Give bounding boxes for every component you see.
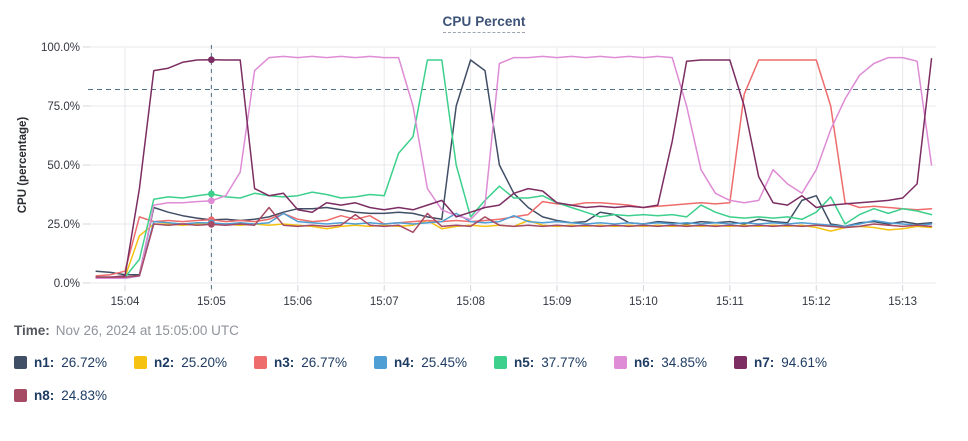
legend: n1: 26.72% n2: 25.20% n3: 26.77% n4: 25.45% n5: 3… — [14, 353, 889, 404]
series-line-n1 — [95, 59, 933, 276]
legend-value: 34.85% — [661, 354, 708, 370]
legend-swatch — [734, 355, 747, 369]
legend-item-n3[interactable]: n3: 26.77% — [254, 353, 374, 371]
legend-value: 26.77% — [301, 354, 348, 370]
legend-item-n7[interactable]: n7: 94.61% — [734, 353, 854, 371]
x-tick-label: 15:06 — [283, 296, 312, 308]
legend-swatch — [494, 355, 507, 369]
legend-value: 25.20% — [181, 354, 228, 370]
legend-value: 37.77% — [541, 354, 588, 370]
cpu-percent-chart[interactable]: 0.0% 25.0% 50.0% 75.0% 100.0% 15:04 15:05 15:06… — [0, 40, 968, 315]
legend-swatch — [14, 388, 27, 402]
legend-value: 26.72% — [61, 354, 108, 370]
legend-label: n8: — [34, 387, 55, 403]
x-tick-label: 15:04 — [111, 296, 140, 308]
x-tick-label: 15:10 — [629, 296, 658, 308]
series-line-n5 — [95, 59, 933, 278]
legend-label: n1: — [34, 354, 55, 370]
legend-item-n2[interactable]: n2: 25.20% — [134, 353, 254, 371]
legend-value: 94.61% — [781, 354, 828, 370]
series-line-n8 — [95, 206, 933, 278]
y-tick-label: 100.0% — [41, 42, 80, 54]
legend-label: n2: — [154, 354, 175, 370]
x-tick-label: 15:05 — [197, 296, 226, 308]
legend-item-n8[interactable]: n8: 24.83% — [14, 386, 134, 404]
panel-title[interactable]: CPU Percent — [442, 14, 526, 33]
legend-item-n4[interactable]: n4: 25.45% — [374, 353, 494, 371]
crosshair-dot-n5 — [207, 190, 215, 198]
legend-label: n3: — [274, 354, 295, 370]
legend-value: 25.45% — [421, 354, 468, 370]
legend-swatch — [614, 355, 627, 369]
legend-label: n4: — [394, 354, 415, 370]
legend-label: n6: — [634, 354, 655, 370]
legend-label: n7: — [754, 354, 775, 370]
legend-swatch — [134, 355, 147, 369]
y-axis-title: CPU (percentage) — [17, 117, 29, 214]
crosshair-time-row: Time: Nov 26, 2024 at 15:05:00 UTC — [14, 323, 968, 343]
legend-item-n1[interactable]: n1: 26.72% — [14, 353, 134, 371]
crosshair-dot-n6 — [207, 197, 215, 205]
legend-item-n5[interactable]: n5: 37.77% — [494, 353, 614, 371]
legend-value: 24.83% — [61, 387, 108, 403]
crosshair-dot-n8 — [207, 221, 215, 228]
time-value: Nov 26, 2024 at 15:05:00 UTC — [55, 323, 239, 338]
x-tick-label: 15:09 — [543, 296, 572, 308]
panel-header: CPU Percent — [0, 0, 968, 40]
series-line-n2 — [95, 219, 933, 280]
series-line-n7 — [95, 58, 933, 278]
legend-swatch — [14, 355, 27, 369]
series-line-n3 — [95, 59, 933, 277]
crosshair-dot-n7 — [207, 56, 215, 64]
x-tick-label: 15:13 — [888, 296, 917, 308]
legend-swatch — [254, 355, 267, 369]
x-tick-label: 15:07 — [370, 296, 399, 308]
y-tick-label: 75.0% — [47, 101, 80, 113]
time-label: Time: — [14, 323, 50, 338]
x-tick-label: 15:11 — [716, 296, 744, 308]
y-tick-label: 0.0% — [54, 278, 80, 290]
legend-label: n5: — [514, 354, 535, 370]
x-tick-label: 15:12 — [802, 296, 831, 308]
y-tick-label: 25.0% — [47, 219, 80, 231]
legend-item-n6[interactable]: n6: 34.85% — [614, 353, 734, 371]
x-tick-label: 15:08 — [456, 296, 485, 308]
series-line-n4 — [95, 212, 933, 280]
legend-swatch — [374, 355, 387, 369]
series-line-n6 — [95, 55, 933, 280]
y-tick-label: 50.0% — [47, 160, 80, 172]
